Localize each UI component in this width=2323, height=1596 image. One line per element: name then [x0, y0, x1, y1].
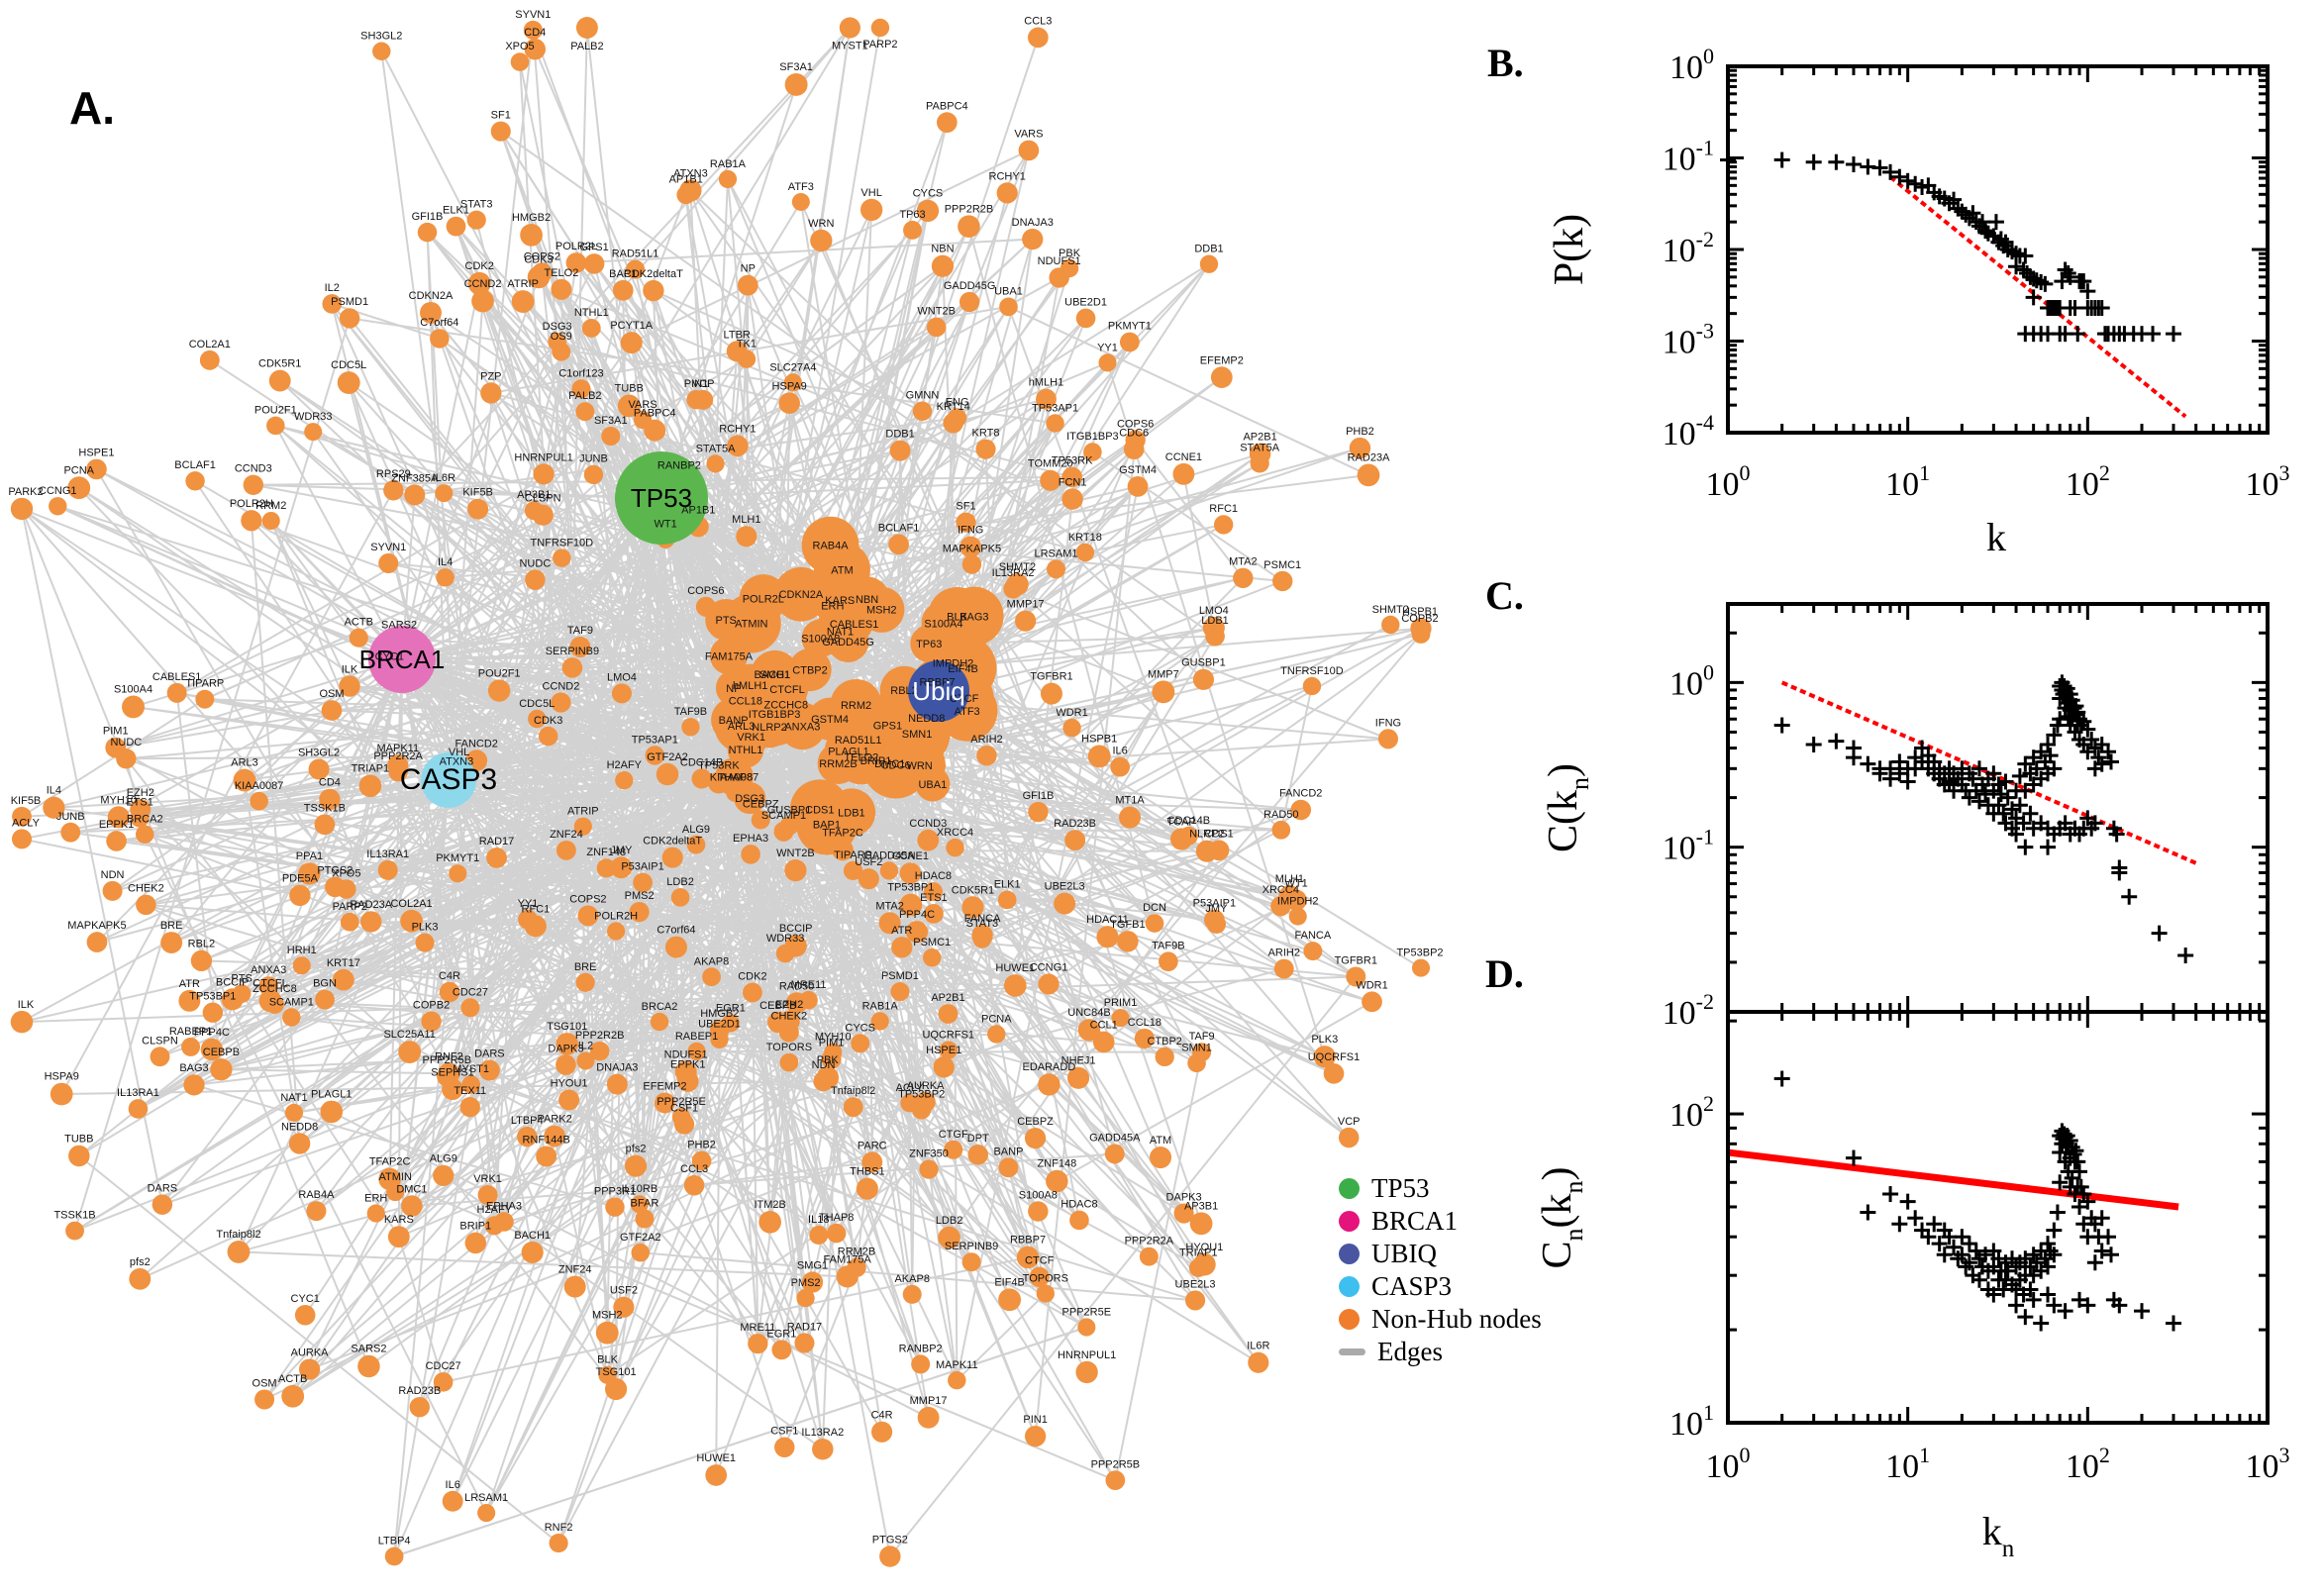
network-nodes — [10, 17, 1432, 1567]
network-legend: TP53 BRCA1 UBIQ CASP3 Non-Hub nodes Edge… — [1339, 1172, 1542, 1368]
hub-node-ubiq[interactable] — [908, 660, 969, 722]
network-hubs — [368, 451, 969, 808]
panel-b-plot: 100 10-1 10-2 10-3 10-4 100 101 102 103 P(k) k — [1547, 44, 2290, 559]
legend-label: Edges — [1377, 1337, 1443, 1366]
svg-text:10-4: 10-4 — [1663, 410, 1714, 452]
hub-label-brca1: BRCA1 — [359, 645, 446, 674]
panel-d-fit-line — [1727, 1148, 2179, 1211]
hub-label-ubiq: Ubiq — [912, 676, 964, 706]
panel-c-plot: 100 10-1 10-2 C(kn​) — [1541, 602, 2270, 1032]
svg-text:103: 103 — [2246, 1443, 2290, 1485]
panel-b-tick-labels: 100 10-1 10-2 10-3 10-4 100 101 102 103 — [1663, 44, 2290, 503]
svg-text:Cn​(kn​): Cn​(kn​) — [1535, 1166, 1588, 1268]
legend-label: UBIQ — [1371, 1239, 1437, 1268]
svg-text:100: 100 — [1669, 659, 1714, 702]
legend-item-brca1: BRCA1 — [1339, 1205, 1542, 1238]
svg-text:10-2: 10-2 — [1663, 989, 1714, 1032]
panel-a-network: TP53RK KIAA0087 THAP8 CDC14B DSG3 NTHL1 CEBPZ V… — [8, 9, 1444, 1567]
panel-b-label: B. — [1487, 41, 1524, 85]
svg-text:10-3: 10-3 — [1663, 319, 1714, 361]
panel-d-label: D. — [1485, 951, 1524, 996]
network-node-labels: TP53RKKIAA0087THAP8CDC14BDSG3NTHL1CEBPZV… — [8, 9, 1443, 1547]
legend-item-ubiq: UBIQ — [1339, 1238, 1542, 1270]
panel-c-points — [1773, 674, 2194, 964]
legend-item-edges: Edges — [1339, 1336, 1542, 1368]
legend-label: CASP3 — [1371, 1271, 1453, 1301]
legend-item-tp53: TP53 — [1339, 1172, 1542, 1205]
nonhub-swatch-icon — [1339, 1309, 1360, 1330]
svg-text:kn​: kn​ — [1982, 1509, 2015, 1562]
legend-label: Non-Hub nodes — [1371, 1304, 1542, 1334]
svg-text:100: 100 — [1706, 460, 1751, 503]
svg-text:102: 102 — [1669, 1091, 1714, 1134]
ubiq-swatch-icon — [1339, 1244, 1360, 1264]
svg-text:102: 102 — [2066, 1443, 2110, 1485]
svg-text:10-1: 10-1 — [1663, 136, 1714, 178]
svg-text:10-1: 10-1 — [1663, 825, 1714, 867]
svg-text:10-2: 10-2 — [1663, 227, 1714, 269]
panel-c-tick-labels: 100 10-1 10-2 — [1663, 659, 1714, 1032]
svg-text:100: 100 — [1669, 44, 1714, 86]
panel-a-label: A. — [69, 82, 115, 134]
hub-node-brca1[interactable] — [368, 626, 436, 693]
hub-node-tp53[interactable] — [615, 451, 708, 545]
hub-node-casp3[interactable] — [421, 752, 476, 808]
svg-text:101: 101 — [1885, 1443, 1930, 1485]
svg-text:k: k — [1986, 515, 2006, 559]
legend-label: BRCA1 — [1371, 1206, 1459, 1236]
svg-text:103: 103 — [2246, 460, 2290, 503]
edge-swatch-icon — [1339, 1348, 1365, 1355]
legend-item-nonhub: Non-Hub nodes — [1339, 1303, 1542, 1336]
svg-text:C(kn​): C(kn​) — [1541, 763, 1594, 852]
svg-text:101: 101 — [1669, 1400, 1714, 1443]
brca1-swatch-icon — [1339, 1211, 1360, 1232]
panel-d-points — [1773, 1070, 2182, 1332]
tp53-swatch-icon — [1339, 1178, 1360, 1199]
legend-label: TP53 — [1371, 1173, 1430, 1203]
panel-c-label: C. — [1485, 573, 1524, 618]
hub-label-tp53: TP53 — [631, 483, 692, 513]
svg-text:101: 101 — [1885, 460, 1930, 503]
casp3-swatch-icon — [1339, 1276, 1360, 1297]
panel-b-points — [1720, 151, 2182, 343]
network-svg: TP53RKKIAA0087THAP8CDC14BDSG3NTHL1CEBPZV… — [8, 9, 1444, 1567]
hub-label-casp3: CASP3 — [400, 763, 497, 796]
svg-text:P(k): P(k) — [1547, 214, 1592, 285]
svg-text:100: 100 — [1706, 1443, 1751, 1485]
legend-item-casp3: CASP3 — [1339, 1270, 1542, 1303]
svg-text:102: 102 — [2066, 460, 2110, 503]
panel-c-fit-line — [1780, 680, 2197, 865]
